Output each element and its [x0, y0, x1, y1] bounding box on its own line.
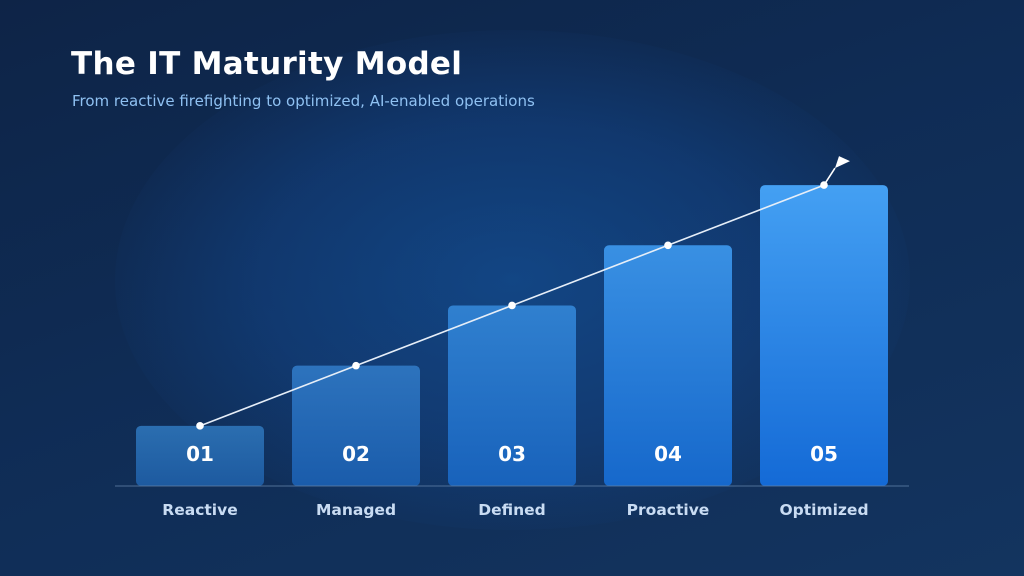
bars-group	[136, 185, 888, 486]
category-label: Optimized	[779, 501, 868, 519]
bar-reactive	[136, 425, 264, 486]
trend-point	[508, 301, 516, 310]
bar-defined	[448, 305, 576, 486]
bar-number-label: 05	[810, 442, 838, 466]
trend-arrow-flag-icon	[835, 156, 850, 169]
bar-number-label: 02	[342, 442, 370, 466]
category-label: Managed	[316, 501, 396, 519]
bar-managed	[292, 365, 420, 486]
category-label: Reactive	[162, 501, 237, 519]
chart-title: The IT Maturity Model	[71, 46, 463, 82]
trend-point	[196, 422, 204, 430]
labels-group: 01 Reactive 02 Managed 03 Defined 04 Proactive 0…	[162, 442, 868, 519]
trend-point	[664, 241, 672, 250]
bar-proactive	[604, 245, 732, 486]
category-label: Proactive	[627, 501, 710, 519]
bar-number-label: 01	[186, 442, 214, 466]
trend-line-group	[196, 156, 850, 430]
bar-optimized	[760, 185, 888, 486]
bar-number-label: 04	[654, 442, 682, 466]
trend-arrow-stem	[823, 167, 836, 186]
category-label: Defined	[478, 501, 546, 519]
bar-number-label: 03	[498, 442, 526, 466]
trend-point	[352, 361, 360, 370]
chart-subtitle: From reactive firefighting to optimized,…	[72, 92, 535, 110]
